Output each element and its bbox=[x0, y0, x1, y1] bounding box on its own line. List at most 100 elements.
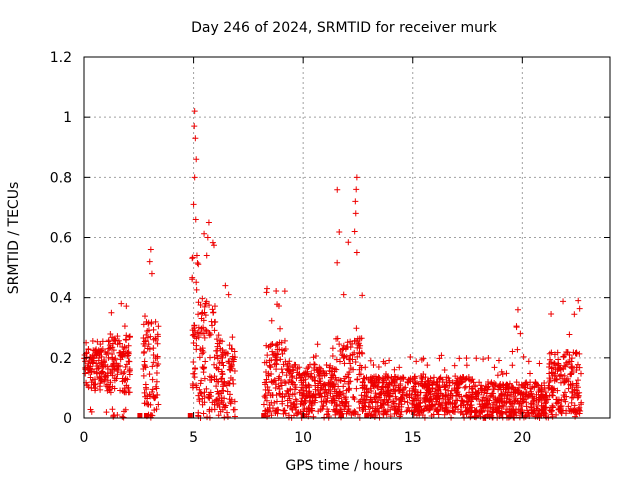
data-point bbox=[155, 323, 162, 330]
data-point bbox=[260, 401, 267, 408]
data-point bbox=[466, 389, 473, 396]
data-point bbox=[504, 393, 511, 400]
data-point bbox=[417, 389, 424, 396]
data-point bbox=[214, 402, 221, 409]
data-point bbox=[333, 403, 340, 410]
data-point bbox=[98, 370, 105, 377]
data-point bbox=[418, 378, 425, 385]
data-point bbox=[568, 399, 575, 406]
data-point bbox=[97, 341, 104, 348]
data-point bbox=[197, 301, 204, 308]
data-point bbox=[496, 395, 503, 402]
data-point bbox=[569, 368, 576, 375]
x-tick-labels: 0 5 10 15 20 bbox=[80, 430, 532, 446]
data-point bbox=[422, 374, 429, 381]
data-point bbox=[119, 387, 126, 394]
data-point bbox=[147, 333, 154, 340]
data-point bbox=[374, 399, 381, 406]
data-point bbox=[374, 405, 381, 412]
data-point bbox=[396, 364, 403, 371]
data-point bbox=[419, 376, 426, 383]
data-point bbox=[449, 379, 456, 386]
data-point bbox=[372, 390, 379, 397]
data-point bbox=[367, 385, 374, 392]
data-point bbox=[320, 402, 327, 409]
data-point bbox=[121, 388, 128, 395]
data-point bbox=[370, 362, 377, 369]
data-point bbox=[329, 365, 336, 372]
data-point bbox=[442, 405, 449, 412]
data-point bbox=[224, 388, 231, 395]
data-point bbox=[154, 392, 161, 399]
data-point bbox=[124, 349, 131, 356]
data-point bbox=[149, 376, 156, 383]
data-point bbox=[149, 363, 156, 370]
data-point bbox=[289, 405, 296, 412]
data-point bbox=[551, 351, 558, 358]
data-point bbox=[420, 371, 427, 378]
data-point bbox=[145, 327, 152, 334]
data-point bbox=[209, 322, 216, 329]
data-point bbox=[438, 352, 445, 359]
data-point bbox=[222, 404, 229, 411]
data-point bbox=[270, 378, 277, 385]
data-point bbox=[199, 295, 206, 302]
data-point bbox=[489, 409, 496, 416]
data-point bbox=[95, 354, 102, 361]
data-point bbox=[300, 370, 307, 377]
data-point bbox=[424, 362, 431, 369]
data-point bbox=[153, 336, 160, 343]
data-point bbox=[391, 366, 398, 373]
data-point bbox=[373, 377, 380, 384]
data-point bbox=[381, 391, 388, 398]
data-point bbox=[392, 393, 399, 400]
data-point bbox=[333, 356, 340, 363]
data-point bbox=[573, 350, 580, 357]
data-point bbox=[195, 311, 202, 318]
data-point bbox=[121, 323, 128, 330]
data-point bbox=[125, 358, 132, 365]
data-point bbox=[276, 385, 283, 392]
data-point bbox=[359, 384, 366, 391]
data-point bbox=[200, 410, 207, 417]
data-point bbox=[94, 370, 101, 377]
data-point bbox=[418, 407, 425, 414]
data-point bbox=[482, 404, 489, 411]
data-point bbox=[514, 390, 521, 397]
data-point bbox=[362, 364, 369, 371]
data-point bbox=[300, 379, 307, 386]
data-point bbox=[109, 334, 116, 341]
data-point bbox=[370, 379, 377, 386]
data-point bbox=[140, 349, 147, 356]
data-point bbox=[82, 358, 89, 365]
data-point bbox=[126, 389, 133, 396]
data-point bbox=[407, 353, 414, 360]
data-point bbox=[311, 361, 318, 368]
data-point bbox=[88, 408, 95, 415]
data-point bbox=[347, 352, 354, 359]
data-point bbox=[231, 367, 238, 374]
data-point bbox=[201, 309, 208, 316]
data-point bbox=[277, 325, 284, 332]
data-point bbox=[351, 228, 358, 235]
data-point bbox=[230, 358, 237, 365]
data-point bbox=[479, 407, 486, 414]
data-point bbox=[498, 410, 505, 417]
data-point bbox=[413, 358, 420, 365]
data-point bbox=[327, 390, 334, 397]
data-point bbox=[546, 350, 553, 357]
data-point bbox=[209, 239, 216, 246]
y-tick-labels: 0 0.2 0.4 0.6 0.8 1 1.2 bbox=[50, 50, 72, 427]
data-point bbox=[473, 393, 480, 400]
plot-frame bbox=[83, 56, 611, 419]
data-point bbox=[542, 404, 549, 411]
data-point bbox=[123, 303, 130, 310]
data-point bbox=[458, 408, 465, 415]
data-point bbox=[568, 408, 575, 415]
data-point bbox=[218, 376, 225, 383]
data-point bbox=[126, 367, 133, 374]
data-point bbox=[480, 394, 487, 401]
data-point bbox=[150, 345, 157, 352]
data-point bbox=[213, 365, 220, 372]
data-point bbox=[436, 375, 443, 382]
